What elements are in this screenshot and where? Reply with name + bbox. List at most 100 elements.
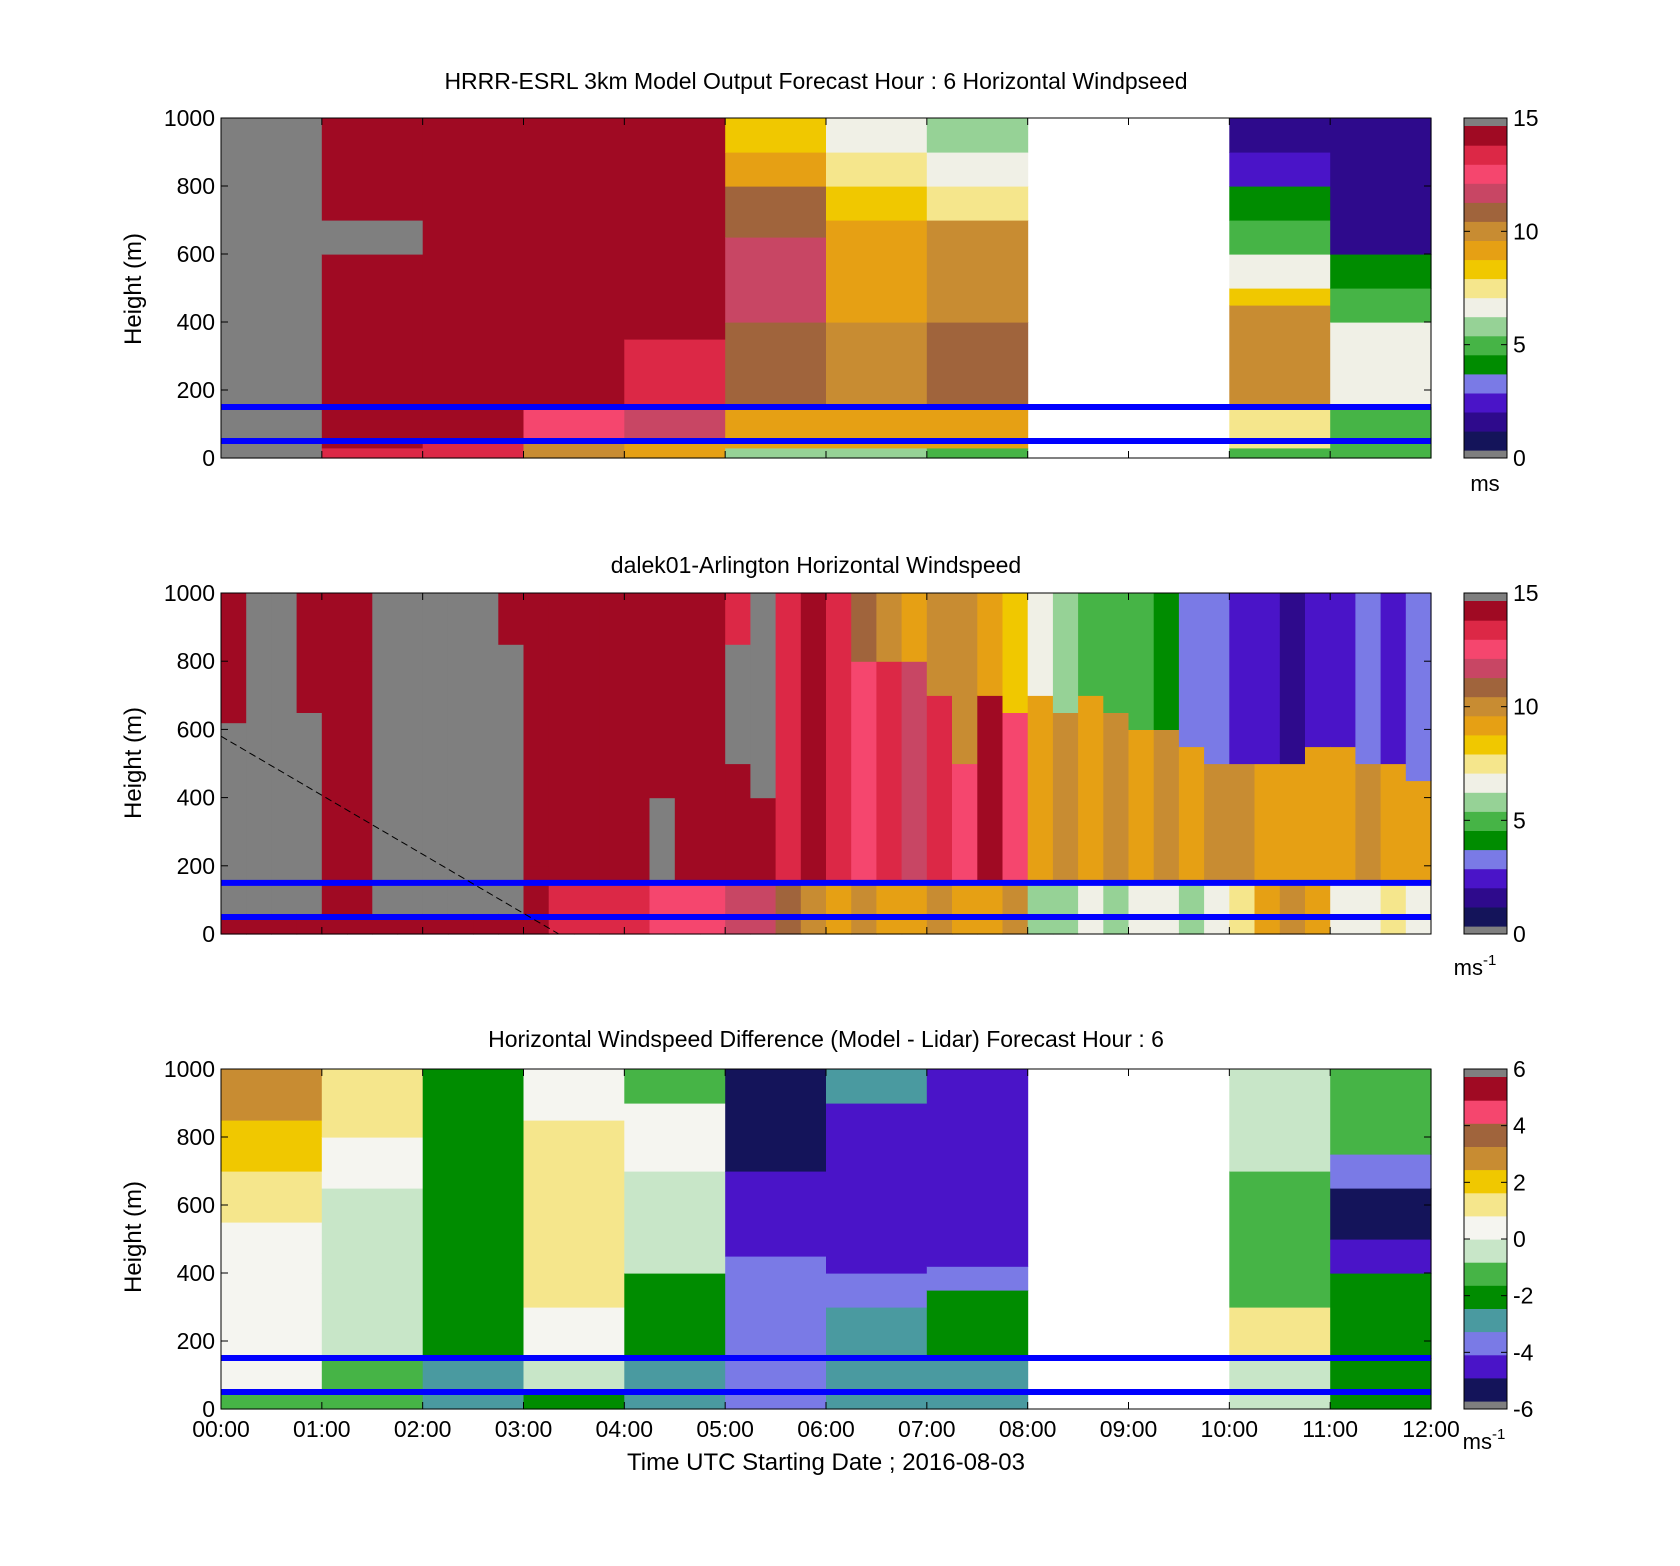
heatmap-cell — [1103, 712, 1130, 884]
heatmap-cell — [926, 695, 953, 884]
x-tick-label: 06:00 — [797, 1416, 855, 1442]
y-tick-label: 600 — [177, 241, 215, 267]
panel-title: Horizontal Windspeed Difference (Model -… — [488, 1026, 1164, 1052]
heatmap-cell — [1254, 593, 1281, 765]
heatmap-cell — [624, 1069, 726, 1104]
colorbar-under-swatch — [1464, 926, 1507, 934]
heatmap-cell — [1330, 1154, 1432, 1189]
colorbar-tick-label: 0 — [1513, 1226, 1526, 1252]
heatmap-cell — [926, 220, 1029, 323]
colorbar-under-swatch — [1464, 450, 1507, 458]
heatmap-cell — [422, 593, 449, 915]
heatmap-cell — [1405, 882, 1432, 935]
heatmap-cell — [1229, 254, 1331, 289]
heatmap-cell — [775, 593, 802, 884]
heatmap-cell — [826, 220, 928, 323]
y-tick-label: 1000 — [164, 1056, 215, 1082]
y-axis-label: Height (m) — [120, 233, 147, 345]
colorbar-tick-label: 0 — [1513, 921, 1526, 947]
heatmap-cell — [826, 152, 928, 187]
colorbar-unit: ms-1 — [1454, 952, 1497, 980]
heatmap-cell — [725, 322, 827, 408]
x-tick-label: 02:00 — [394, 1416, 452, 1442]
heatmap-cell — [523, 1392, 625, 1410]
heatmap-cell — [1078, 695, 1104, 884]
heatmap-cell — [624, 1273, 726, 1359]
x-tick-label: 01:00 — [293, 1416, 351, 1442]
heatmap-cell — [573, 593, 600, 884]
heatmap-cell — [901, 882, 928, 935]
axis-ticks: 00:00 01:00 02:00 03:00 04:00 05:00 06:00 07:00… — [164, 1056, 1460, 1442]
x-tick-label: 07:00 — [898, 1416, 956, 1442]
heatmap-cell — [473, 593, 499, 915]
heatmap-cell — [422, 118, 525, 408]
colorbar-swatch — [1464, 221, 1507, 241]
heatmap-cell — [523, 1069, 625, 1121]
colorbar-swatch — [1464, 259, 1507, 280]
heatmap-cell — [624, 831, 651, 884]
heatmap-cell — [926, 882, 953, 935]
heatmap-cell — [1229, 186, 1331, 221]
colorbar-swatch — [1464, 278, 1507, 299]
heatmap-cell — [1027, 695, 1054, 884]
heatmap-cell — [1204, 593, 1230, 765]
heatmap-cell — [523, 865, 550, 935]
heatmap-cell — [1027, 882, 1054, 935]
colorbar-swatch — [1464, 1285, 1507, 1309]
colorbar-frame — [1463, 117, 1508, 459]
heatmap-cell — [624, 118, 726, 221]
y-axis-label: Height (m) — [120, 1181, 147, 1293]
heatmap-cell — [1330, 288, 1432, 323]
y-tick-label: 0 — [202, 445, 215, 471]
heatmap-cell — [321, 1273, 424, 1359]
heatmap-cell — [523, 593, 550, 867]
heatmap-cell — [977, 695, 1004, 884]
colorbar-swatch — [1464, 1377, 1507, 1402]
heatmap-cell — [826, 118, 928, 153]
colorbar-swatch — [1464, 1239, 1507, 1263]
colorbar-swatch — [1464, 164, 1507, 184]
heatmap-cell — [599, 882, 625, 935]
heatmap-cell — [624, 1171, 726, 1274]
heatmap-cell — [800, 593, 827, 884]
heatmap-cell — [624, 1358, 726, 1410]
colorbar-swatch — [1464, 792, 1507, 812]
colorbar: -6 -4 -2 0 2 4 6 — [1463, 1056, 1534, 1422]
heatmap-cell — [926, 186, 1029, 221]
heatmap-cell — [926, 1358, 1029, 1410]
heatmap-cell — [725, 1069, 827, 1172]
heatmap-cell — [221, 118, 323, 459]
heatmap-cell — [1305, 593, 1331, 748]
heatmap-cell — [1355, 882, 1382, 935]
heatmap-cell — [1078, 593, 1104, 696]
heatmap-cell — [1153, 729, 1180, 884]
heatmap-cell — [826, 593, 852, 884]
panel-model-output: HRRR-ESRL 3km Model Output Forecast Hour… — [120, 68, 1539, 496]
heatmap-cell — [321, 254, 424, 408]
heatmap-cell — [548, 882, 575, 935]
heatmap-cell — [952, 882, 978, 935]
colorbar-tick-label: 5 — [1513, 807, 1526, 833]
heatmap-cell — [725, 593, 751, 645]
heatmap-cell — [1178, 746, 1205, 884]
heatmap-cell — [221, 1120, 323, 1172]
heatmap-cell — [926, 1290, 1029, 1359]
heatmap-cell — [826, 1273, 928, 1308]
heatmap-cell — [826, 1069, 928, 1104]
colorbar-over-swatch — [1464, 1069, 1507, 1077]
heatmap-cell — [926, 1266, 1029, 1291]
heatmap-cell — [1330, 118, 1432, 255]
colorbar-tick-label: 4 — [1513, 1113, 1526, 1139]
heatmap-cell — [372, 593, 399, 915]
colorbar-swatch — [1464, 126, 1507, 146]
heatmap-cell — [1380, 763, 1407, 884]
heatmap-cell — [624, 593, 651, 833]
y-tick-label: 0 — [202, 921, 215, 947]
y-tick-label: 1000 — [164, 105, 215, 131]
heatmap-cell — [321, 1137, 424, 1189]
heatmap-cell — [271, 593, 298, 915]
heatmap-cell — [826, 447, 928, 459]
panel-title: HRRR-ESRL 3km Model Output Forecast Hour… — [444, 68, 1187, 94]
heatmap-cell — [1153, 593, 1180, 730]
